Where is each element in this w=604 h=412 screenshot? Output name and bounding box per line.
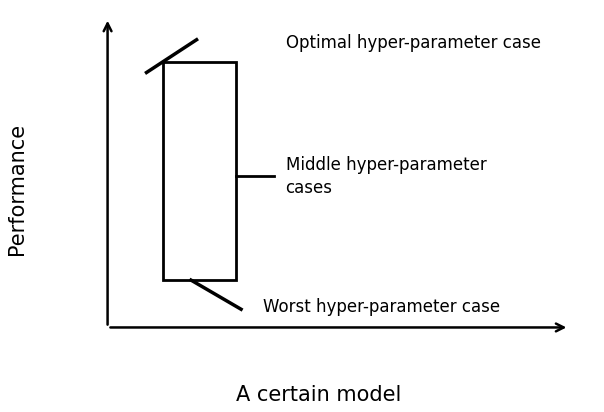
Text: Middle hyper-parameter
cases: Middle hyper-parameter cases: [286, 155, 486, 197]
Text: Worst hyper-parameter case: Worst hyper-parameter case: [263, 298, 501, 316]
X-axis label: A certain model: A certain model: [236, 385, 402, 405]
Text: Optimal hyper-parameter case: Optimal hyper-parameter case: [286, 34, 541, 52]
Y-axis label: Performance: Performance: [7, 123, 27, 255]
Bar: [163, 61, 236, 280]
